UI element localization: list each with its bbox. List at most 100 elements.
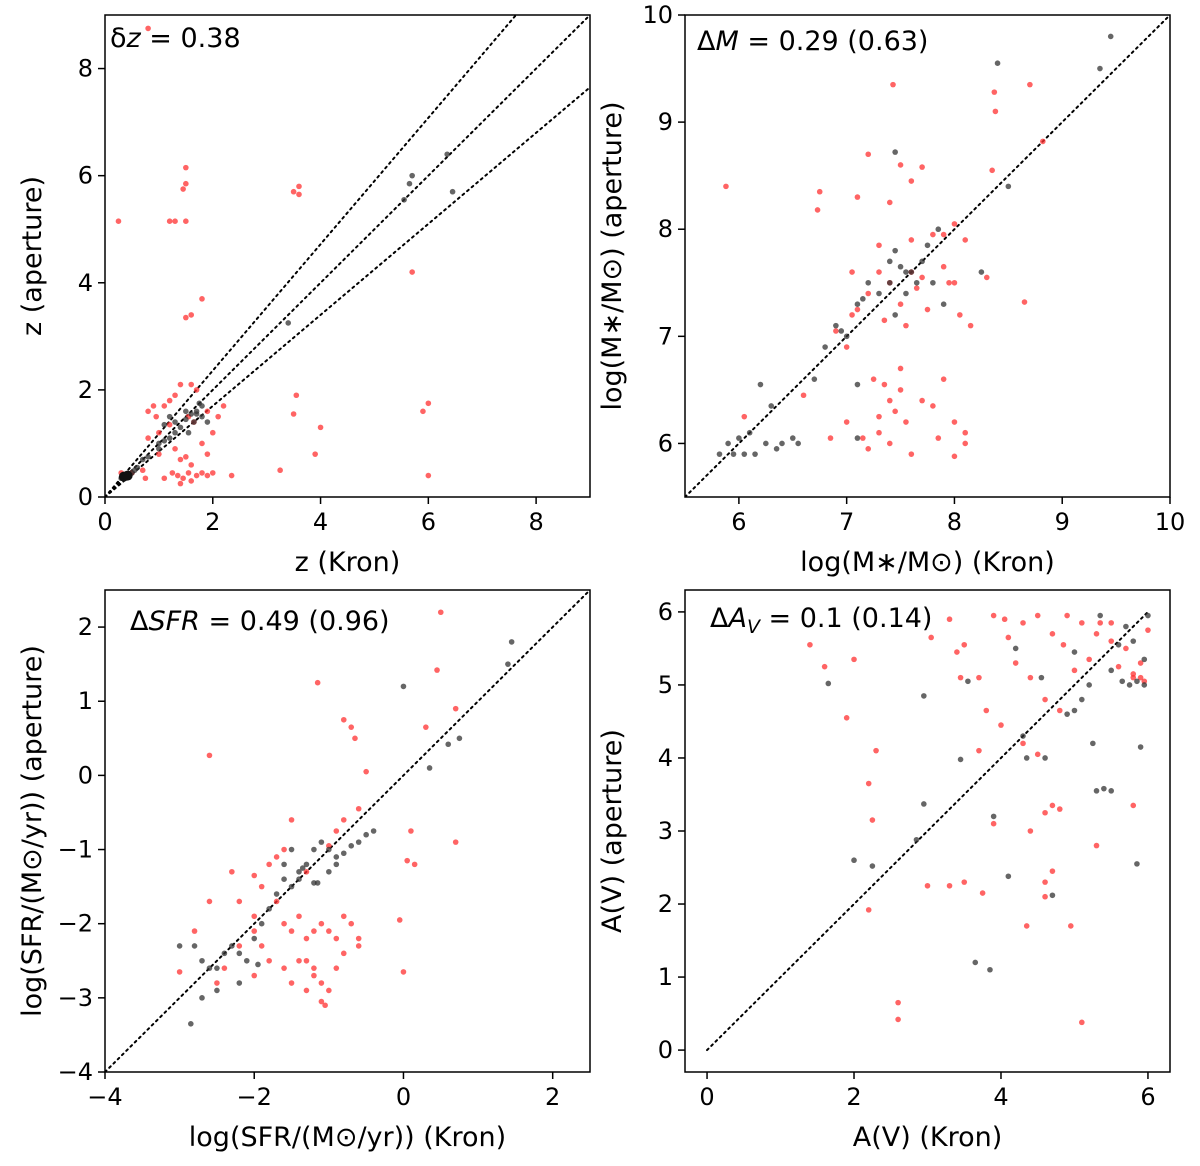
data-point-red [951, 279, 958, 286]
data-point-black [326, 846, 332, 853]
data-point-red [1093, 842, 1100, 849]
data-point-black [314, 880, 321, 886]
x-tick-label: 0 [97, 508, 112, 536]
data-point-red [833, 328, 839, 334]
data-point-red [288, 928, 295, 934]
data-point-red [1027, 81, 1033, 88]
y-tick-label: 1 [78, 687, 93, 715]
data-point-red [326, 987, 332, 994]
data-point-black [204, 419, 211, 425]
x-tick-label: 6 [421, 508, 436, 536]
data-point-red [215, 413, 221, 420]
data-point-black [1023, 755, 1030, 761]
data-point-red [180, 186, 186, 192]
data-point-red [161, 475, 168, 482]
data-point-red [204, 408, 211, 415]
y-tick-label: 4 [658, 744, 673, 772]
x-axis-label: A(V) (Kron) [853, 1122, 1003, 1153]
data-point-red [940, 263, 947, 270]
data-point-red [851, 656, 857, 663]
data-point-red [1056, 806, 1063, 812]
data-point-red [919, 274, 925, 281]
data-point-black [1090, 740, 1096, 747]
data-point-black [854, 381, 861, 388]
data-point-black [1130, 638, 1137, 644]
data-point-black [913, 836, 920, 843]
data-point-red [340, 913, 347, 920]
data-point-black [400, 683, 407, 690]
data-point-red [258, 883, 265, 890]
data-point-red [1056, 707, 1063, 714]
data-point-red [1137, 660, 1144, 666]
data-point-black [221, 950, 228, 957]
y-tick-label: 0 [658, 1036, 673, 1064]
y-axis-label: A(V) (aperture) [597, 729, 628, 933]
data-point-red [340, 817, 347, 823]
data-point-red [940, 376, 947, 382]
data-point-red [890, 81, 896, 88]
y-tick-label: 0 [78, 761, 93, 789]
data-point-red [206, 752, 213, 759]
y-tick-label: 6 [658, 598, 673, 626]
data-point-red [951, 221, 958, 227]
data-point-red [266, 957, 272, 964]
data-point-black [508, 639, 515, 645]
data-point-red [967, 322, 974, 329]
reference-line [105, 15, 518, 497]
data-point-black [236, 950, 243, 957]
data-point-black [444, 151, 450, 158]
data-point-red [961, 641, 968, 648]
data-point-black [1101, 785, 1107, 792]
data-point-red [311, 972, 317, 979]
data-point-black [193, 411, 200, 417]
data-point-red [919, 164, 925, 170]
data-point-red [185, 470, 192, 476]
reference-line [706, 610, 1149, 1052]
data-point-red [303, 957, 310, 964]
data-point-red [251, 928, 258, 934]
data-point-black [255, 961, 261, 968]
y-tick-label: −3 [58, 984, 93, 1012]
data-point-red [318, 998, 325, 1005]
data-point-red [957, 674, 964, 681]
data-point-black [763, 440, 769, 447]
series-black [716, 33, 1114, 457]
data-point-red [296, 957, 302, 964]
data-point-black [199, 995, 205, 1001]
data-point-red [229, 868, 235, 875]
data-point-red [355, 935, 362, 942]
data-point-black [449, 188, 456, 195]
data-point-black [185, 429, 192, 436]
data-point-red [333, 828, 340, 834]
data-point-black [281, 861, 287, 868]
y-tick-label: 2 [78, 613, 93, 641]
data-point-red [288, 980, 295, 986]
data-point-red [169, 470, 176, 476]
data-point-red [1093, 631, 1100, 637]
x-tick-label: 6 [1140, 1083, 1155, 1111]
data-point-black [183, 408, 189, 415]
data-point-red [849, 269, 855, 275]
data-point-black [746, 429, 753, 436]
x-tick-label: 0 [396, 1083, 411, 1111]
data-point-red [318, 920, 325, 927]
data-point-red [976, 674, 982, 681]
data-point-red [961, 879, 968, 885]
data-point-red [930, 231, 936, 238]
data-point-black [957, 756, 964, 763]
y-axis-label: log(M∗/M⊙) (aperture) [597, 101, 628, 410]
data-point-red [188, 478, 195, 484]
data-point-black [741, 451, 748, 457]
data-point-black [333, 854, 340, 860]
data-point-red [1108, 620, 1115, 626]
data-point-black [401, 196, 407, 203]
data-point-red [172, 392, 178, 399]
data-point-red [865, 780, 872, 787]
data-point-red [827, 435, 834, 441]
data-point-red [420, 408, 426, 415]
data-point-black [736, 435, 742, 441]
series-black [118, 151, 456, 482]
data-point-black [965, 678, 971, 685]
data-point-black [172, 419, 178, 425]
data-point-red [348, 920, 355, 927]
